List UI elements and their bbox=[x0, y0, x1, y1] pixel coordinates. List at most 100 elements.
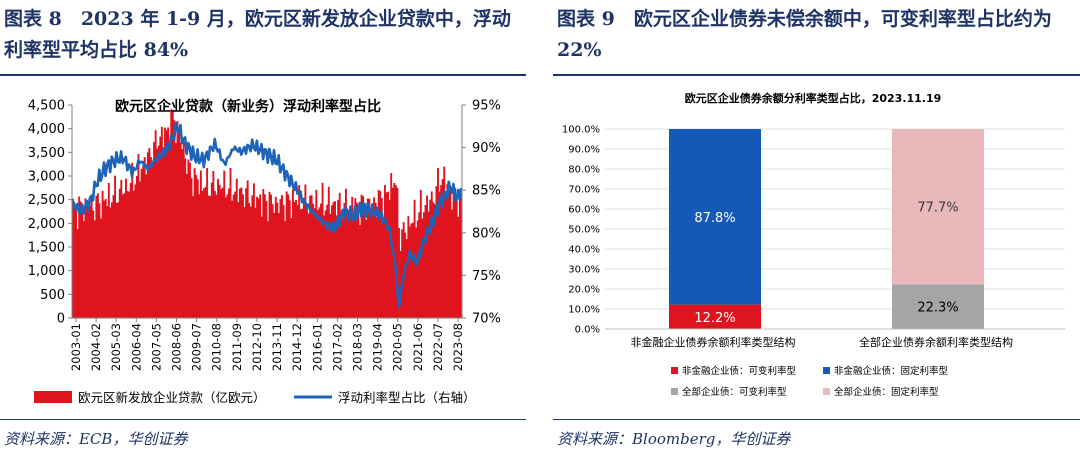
loan-bar bbox=[360, 194, 363, 318]
loan-bar bbox=[341, 217, 344, 318]
loan-bar bbox=[81, 207, 84, 318]
loan-bar bbox=[159, 136, 162, 318]
figure-8-source: 资料来源：ECB，华创证券 bbox=[4, 430, 188, 448]
loan-bar bbox=[121, 194, 124, 318]
y-left-tick-label: 1,000 bbox=[28, 264, 65, 279]
legend-swatch bbox=[671, 367, 678, 374]
loan-bar bbox=[112, 195, 115, 318]
loan-bar bbox=[354, 198, 357, 318]
loan-bar bbox=[446, 184, 449, 318]
loan-bar bbox=[246, 180, 249, 318]
source-rule bbox=[553, 419, 1080, 420]
loan-bar bbox=[427, 211, 430, 318]
loan-bar bbox=[174, 143, 177, 318]
x-tick-label: 2020-05 bbox=[391, 323, 405, 371]
segment-value-label: 87.8% bbox=[694, 211, 735, 226]
y-tick-label: 40.0% bbox=[568, 245, 600, 256]
loan-bar bbox=[415, 227, 418, 318]
loan-bar bbox=[394, 185, 397, 318]
loan-bar bbox=[374, 202, 377, 318]
loan-bar bbox=[140, 168, 143, 318]
loan-bar bbox=[150, 157, 152, 318]
stack-segment bbox=[669, 129, 761, 305]
loan-bar bbox=[384, 185, 386, 318]
loan-bar bbox=[87, 212, 90, 318]
y-left-tick-label: 0 bbox=[57, 312, 65, 327]
loan-bar bbox=[454, 187, 457, 318]
loan-bar bbox=[98, 203, 101, 318]
loan-bar bbox=[101, 190, 104, 318]
loan-bar bbox=[184, 158, 187, 318]
loan-chart-legend: 欧元区新发放企业贷款（亿欧元） 浮动利率型占比（右轴） bbox=[34, 390, 476, 405]
x-tick-label: 2021-06 bbox=[411, 323, 425, 371]
loan-bar bbox=[179, 142, 182, 318]
loan-bar bbox=[143, 157, 146, 318]
loan-bar bbox=[447, 188, 450, 318]
loan-bar bbox=[170, 109, 173, 318]
y-left-tick-label: 2,000 bbox=[28, 217, 65, 232]
loan-bar bbox=[438, 191, 441, 318]
loan-bar bbox=[309, 195, 312, 318]
loan-bar bbox=[282, 205, 285, 318]
loan-bar bbox=[359, 224, 361, 318]
loan-bar bbox=[254, 207, 257, 318]
loan-bar bbox=[451, 209, 453, 318]
loan-bar bbox=[435, 186, 438, 318]
loan-bar bbox=[287, 194, 290, 318]
loan-bar bbox=[207, 195, 210, 318]
category-label: 非金融企业债券余额利率类型结构 bbox=[631, 335, 796, 349]
loan-bar bbox=[393, 182, 396, 318]
loan-bar bbox=[72, 198, 74, 318]
loan-bar bbox=[355, 202, 358, 318]
title-rule bbox=[0, 74, 526, 76]
loan-bar bbox=[276, 202, 279, 318]
y-tick-label: 60.0% bbox=[568, 205, 600, 216]
loan-bar bbox=[357, 204, 360, 318]
loan-chart-title: 欧元区企业贷款（新业务）浮动利率型占比 bbox=[115, 98, 381, 115]
loan-bar bbox=[257, 198, 260, 318]
loan-bar bbox=[321, 182, 324, 318]
loan-bar bbox=[245, 188, 248, 318]
loan-bar bbox=[195, 175, 198, 318]
y-tick-label: 80.0% bbox=[568, 165, 600, 176]
loan-bar bbox=[274, 196, 277, 318]
y-right-tick-label: 85% bbox=[472, 184, 501, 199]
loan-bar bbox=[228, 188, 230, 318]
loan-bar bbox=[86, 207, 88, 318]
loan-bar bbox=[134, 184, 137, 318]
loan-bar bbox=[231, 200, 234, 318]
loan-bar bbox=[385, 192, 388, 318]
loan-bar bbox=[213, 190, 216, 318]
loan-bar bbox=[316, 210, 319, 318]
loan-bar bbox=[220, 189, 223, 318]
loan-bar bbox=[320, 203, 322, 318]
loan-bar bbox=[248, 202, 251, 318]
loan-bar bbox=[76, 229, 79, 318]
loan-bar bbox=[129, 183, 132, 318]
y-left-tick-label: 2,500 bbox=[28, 193, 65, 208]
figure-9-source: 资料来源：Bloomberg，华创证券 bbox=[557, 430, 791, 448]
loan-bar bbox=[349, 207, 352, 318]
loan-bar bbox=[187, 159, 190, 318]
loan-bar bbox=[432, 202, 435, 318]
stack-segment bbox=[669, 304, 761, 329]
loan-bar bbox=[351, 196, 354, 318]
loan-bar bbox=[238, 188, 241, 318]
loan-bar bbox=[299, 209, 302, 318]
loan-bar bbox=[270, 194, 273, 318]
loan-bar bbox=[171, 109, 174, 319]
loan-bar bbox=[221, 187, 224, 318]
loan-bar bbox=[363, 206, 366, 318]
loan-bar bbox=[75, 207, 78, 318]
y-right-tick-label: 90% bbox=[472, 141, 501, 156]
loan-bar bbox=[457, 216, 460, 318]
legend-label: 全部企业债：固定利率型 bbox=[834, 386, 939, 398]
loan-bar bbox=[449, 187, 452, 318]
loan-bar bbox=[192, 196, 195, 318]
loan-bar bbox=[100, 218, 102, 318]
x-tick-label: 2010-08 bbox=[210, 323, 224, 371]
loan-bar bbox=[273, 212, 276, 318]
loan-bar bbox=[115, 202, 118, 318]
legend-swatch bbox=[671, 388, 678, 395]
legend-swatch bbox=[823, 388, 830, 395]
